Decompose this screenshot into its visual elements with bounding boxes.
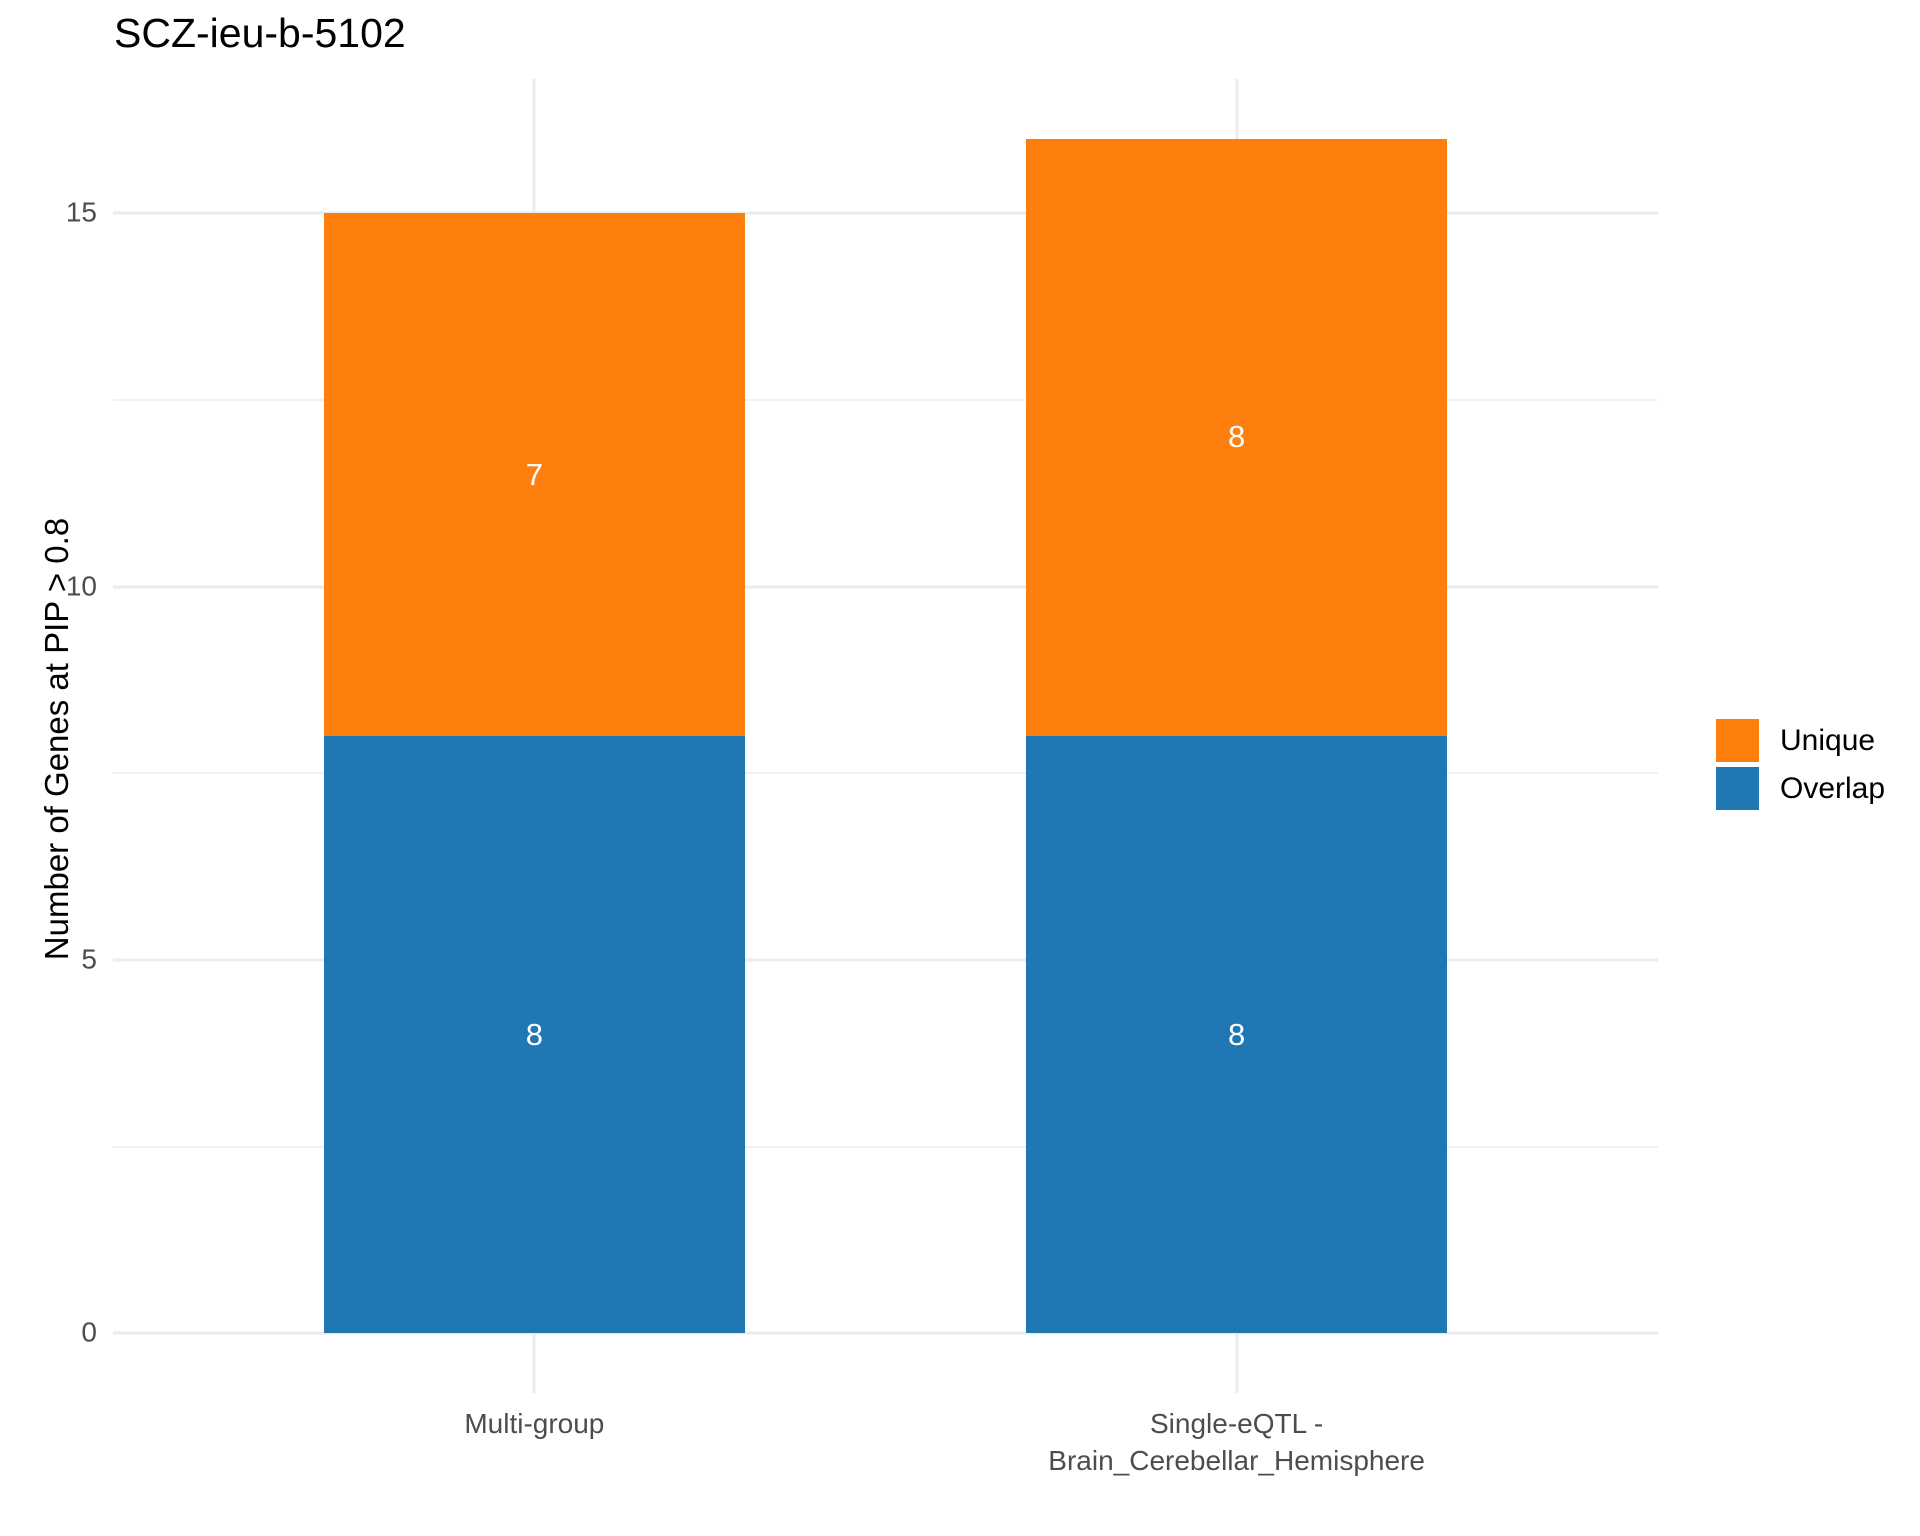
gridline-minor — [113, 772, 1658, 775]
gridline-minor — [113, 1145, 1658, 1148]
bar-segment-overlap — [1025, 736, 1448, 1334]
gridline-major — [113, 211, 1658, 215]
bar-value-label: 8 — [1228, 1016, 1246, 1052]
bar-value-label: 8 — [1228, 419, 1246, 455]
bar-value-label: 7 — [525, 456, 543, 492]
bar-value-label: 8 — [525, 1016, 543, 1052]
y-tick-label: 10 — [65, 570, 97, 602]
y-tick-label: 0 — [81, 1316, 97, 1348]
bar-segment-unique — [1025, 138, 1448, 736]
y-tick-label: 15 — [65, 196, 97, 228]
plot-panel: 8 7 8 8 — [113, 79, 1658, 1393]
legend-key-overlap — [1716, 767, 1759, 810]
gridline-major — [113, 1331, 1658, 1335]
legend-label: Unique — [1780, 723, 1876, 757]
bar-segment-unique — [323, 213, 746, 736]
y-tick-label: 5 — [81, 943, 97, 975]
x-tick-label: Multi-group — [464, 1408, 605, 1439]
gridline-major — [113, 958, 1658, 962]
gridline-major — [113, 585, 1658, 589]
legend: Unique Overlap — [1716, 719, 1885, 815]
gridline-minor — [113, 399, 1658, 402]
bar-segment-overlap — [323, 736, 746, 1334]
legend-entry: Overlap — [1716, 767, 1885, 810]
legend-label: Overlap — [1780, 771, 1886, 805]
legend-key-unique — [1716, 719, 1759, 762]
chart-title: SCZ-ieu-b-5102 — [114, 10, 406, 56]
x-tick-label: Single-eQTL - Brain_Cerebellar_Hemispher… — [1048, 1408, 1425, 1476]
legend-entry: Unique — [1716, 719, 1885, 762]
